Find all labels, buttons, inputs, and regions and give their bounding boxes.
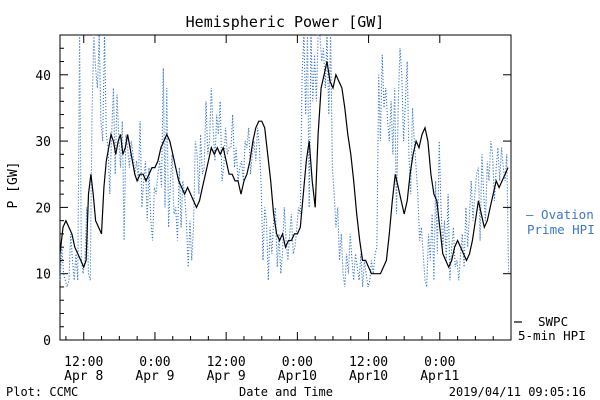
swpc-series-label-2: 5-min HPI (518, 328, 586, 343)
y-tick-label: 20 (35, 201, 51, 216)
x-tick-label-time: 0:00 (424, 355, 455, 370)
x-tick-label-time: 12:00 (64, 355, 103, 370)
x-tick-label-time: 12:00 (349, 355, 388, 370)
ovation-series-label: — Ovation (526, 207, 594, 222)
x-tick-label-date: Apr 8 (64, 369, 103, 384)
x-tick-label-date: Apr 9 (207, 369, 246, 384)
series-line-ovation-prime-hpi (59, 34, 510, 290)
y-tick-label: 0 (43, 334, 51, 349)
x-tick-label-date: Apr11 (420, 369, 459, 384)
footer-timestamp: 2019/04/11 09:05:16 (449, 385, 586, 399)
y-tick-label: 30 (35, 135, 51, 150)
series-layer (59, 34, 510, 290)
chart-title: Hemispheric Power [GW] (186, 13, 385, 31)
x-tick-label-date: Apr 9 (135, 369, 174, 384)
plot-area (59, 34, 512, 341)
y-axis-label: P [GW] (6, 162, 21, 209)
axis-ticks (60, 34, 511, 341)
x-tick-label-date: Apr10 (278, 369, 317, 384)
x-tick-label-time: 0:00 (139, 355, 170, 370)
series-line-swpc-5min-hpi (59, 61, 509, 275)
footer-left: Plot: CCMC (6, 385, 78, 399)
x-tick-label-time: 0:00 (282, 355, 313, 370)
y-tick-label: 40 (35, 69, 51, 84)
x-axis-label: Date and Time (239, 385, 333, 399)
x-tick-label-time: 12:00 (207, 355, 246, 370)
y-tick-label: 10 (35, 268, 51, 283)
x-tick-label-date: Apr10 (349, 369, 388, 384)
swpc-series-label: SWPC (538, 314, 568, 329)
ovation-series-label-2: Prime HPI (527, 222, 595, 237)
